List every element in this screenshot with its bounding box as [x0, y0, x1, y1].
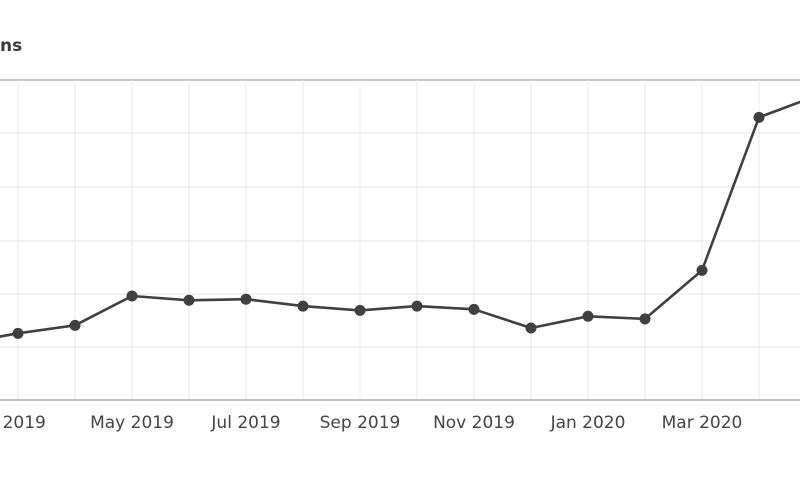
data-point-2019-07	[240, 293, 252, 305]
x-tick-label-2: Jul 2019	[210, 413, 280, 433]
x-tick-label-0: r 2019	[0, 413, 46, 433]
data-point-2019-11	[468, 303, 480, 315]
data-points	[12, 111, 765, 339]
x-tick-label-7: May	[798, 413, 800, 433]
data-point-2019-12	[525, 322, 537, 334]
data-point-2020-03	[696, 264, 708, 276]
data-point-2019-10	[411, 300, 423, 312]
x-tick-label-3: Sep 2019	[320, 413, 401, 433]
data-point-2019-09	[354, 304, 366, 316]
data-point-2019-06	[183, 294, 195, 306]
x-axis-tick-labels: r 2019 May 2019 Jul 2019 Sep 2019 Nov 2019 Ja…	[0, 413, 800, 433]
data-point-2019-05	[126, 290, 138, 302]
data-point-2020-01	[582, 310, 594, 322]
chart-title: ns	[0, 36, 22, 56]
data-point-2019-08	[297, 300, 309, 312]
data-point-2019-03	[12, 327, 24, 339]
data-point-2020-02	[639, 313, 651, 325]
series-line-group	[0, 100, 800, 338]
series-line	[0, 100, 800, 338]
x-tick-label-5: Jan 2020	[550, 413, 626, 433]
x-tick-label-6: Mar 2020	[662, 413, 743, 433]
x-tick-label-1: May 2019	[90, 413, 174, 433]
data-point-2020-04	[753, 111, 765, 123]
x-tick-label-4: Nov 2019	[433, 413, 515, 433]
data-point-2019-04	[69, 319, 81, 331]
grid	[0, 79, 800, 401]
